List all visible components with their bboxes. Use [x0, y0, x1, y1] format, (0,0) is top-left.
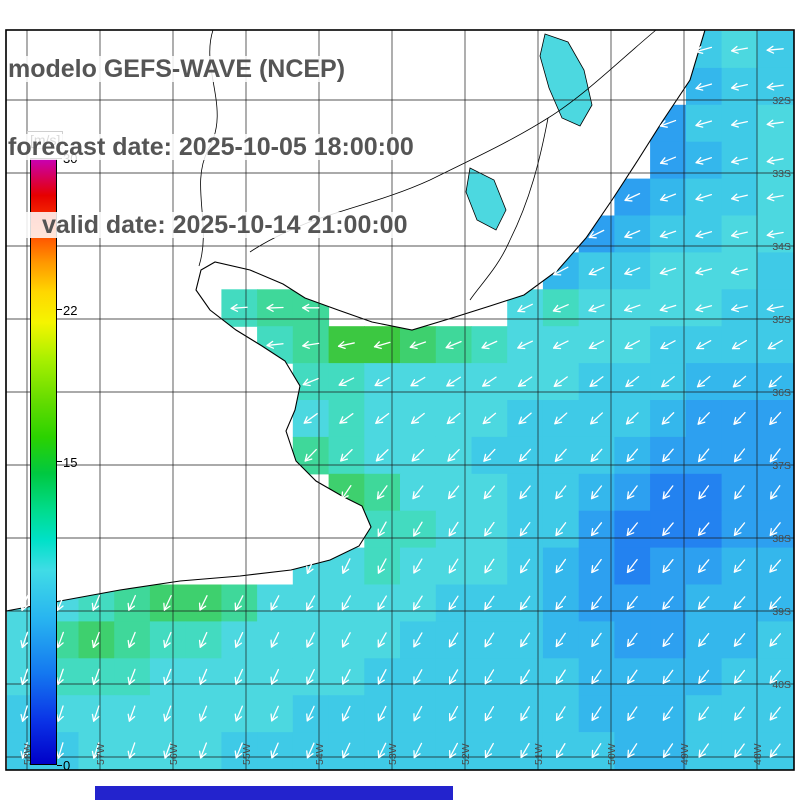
colorbar-tick-mark [57, 461, 62, 462]
lat-label: 36S [772, 387, 791, 399]
land-region [5, 29, 706, 612]
colorbar-tick-label: 22 [63, 302, 78, 318]
lon-label: 49W [679, 743, 691, 765]
lat-label: 32S [772, 95, 791, 107]
colorbar-tick-label: 0 [63, 758, 71, 773]
lon-label: 55W [241, 743, 253, 765]
model-title: modelo GEFS-WAVE (NCEP) [8, 56, 350, 82]
lat-label: 40S [772, 679, 791, 691]
lat-label: 33S [772, 168, 791, 180]
lon-label: 54W [314, 743, 326, 765]
colorbar-tick-mark [57, 309, 62, 311]
lon-label: 56W [168, 743, 180, 765]
valid-date: valid date: 2025-10-14 21:00:00 [8, 212, 412, 238]
lat-label: 39S [772, 606, 791, 618]
lat-label: 35S [772, 314, 791, 326]
lat-label: 34S [772, 241, 791, 253]
footer-bar [95, 786, 453, 800]
lagoa-dos-patos [539, 33, 593, 127]
forecast-date: forecast date: 2025-10-05 18:00:00 [8, 134, 418, 160]
lagoa-mirim [465, 167, 507, 231]
lon-label: 52W [460, 743, 472, 765]
colorbar-tick-mark [57, 764, 62, 766]
lon-label: 48W [752, 743, 764, 765]
title-block: modelo GEFS-WAVE (NCEP) forecast date: 2… [8, 4, 418, 290]
lon-label: 51W [533, 743, 545, 765]
lon-label: 53W [387, 743, 399, 765]
colorbar-tick-label: 15 [63, 454, 78, 470]
lat-label: 37S [772, 460, 791, 472]
lat-label: 38S [772, 533, 791, 545]
lon-label: 57W [95, 743, 107, 765]
colorbar [30, 158, 57, 765]
border-to-coast-line [469, 117, 549, 301]
graticule-layer [6, 30, 794, 770]
map-frame [5, 29, 795, 771]
lon-label: 50W [606, 743, 618, 765]
wind-arrows-layer [20, 45, 784, 759]
